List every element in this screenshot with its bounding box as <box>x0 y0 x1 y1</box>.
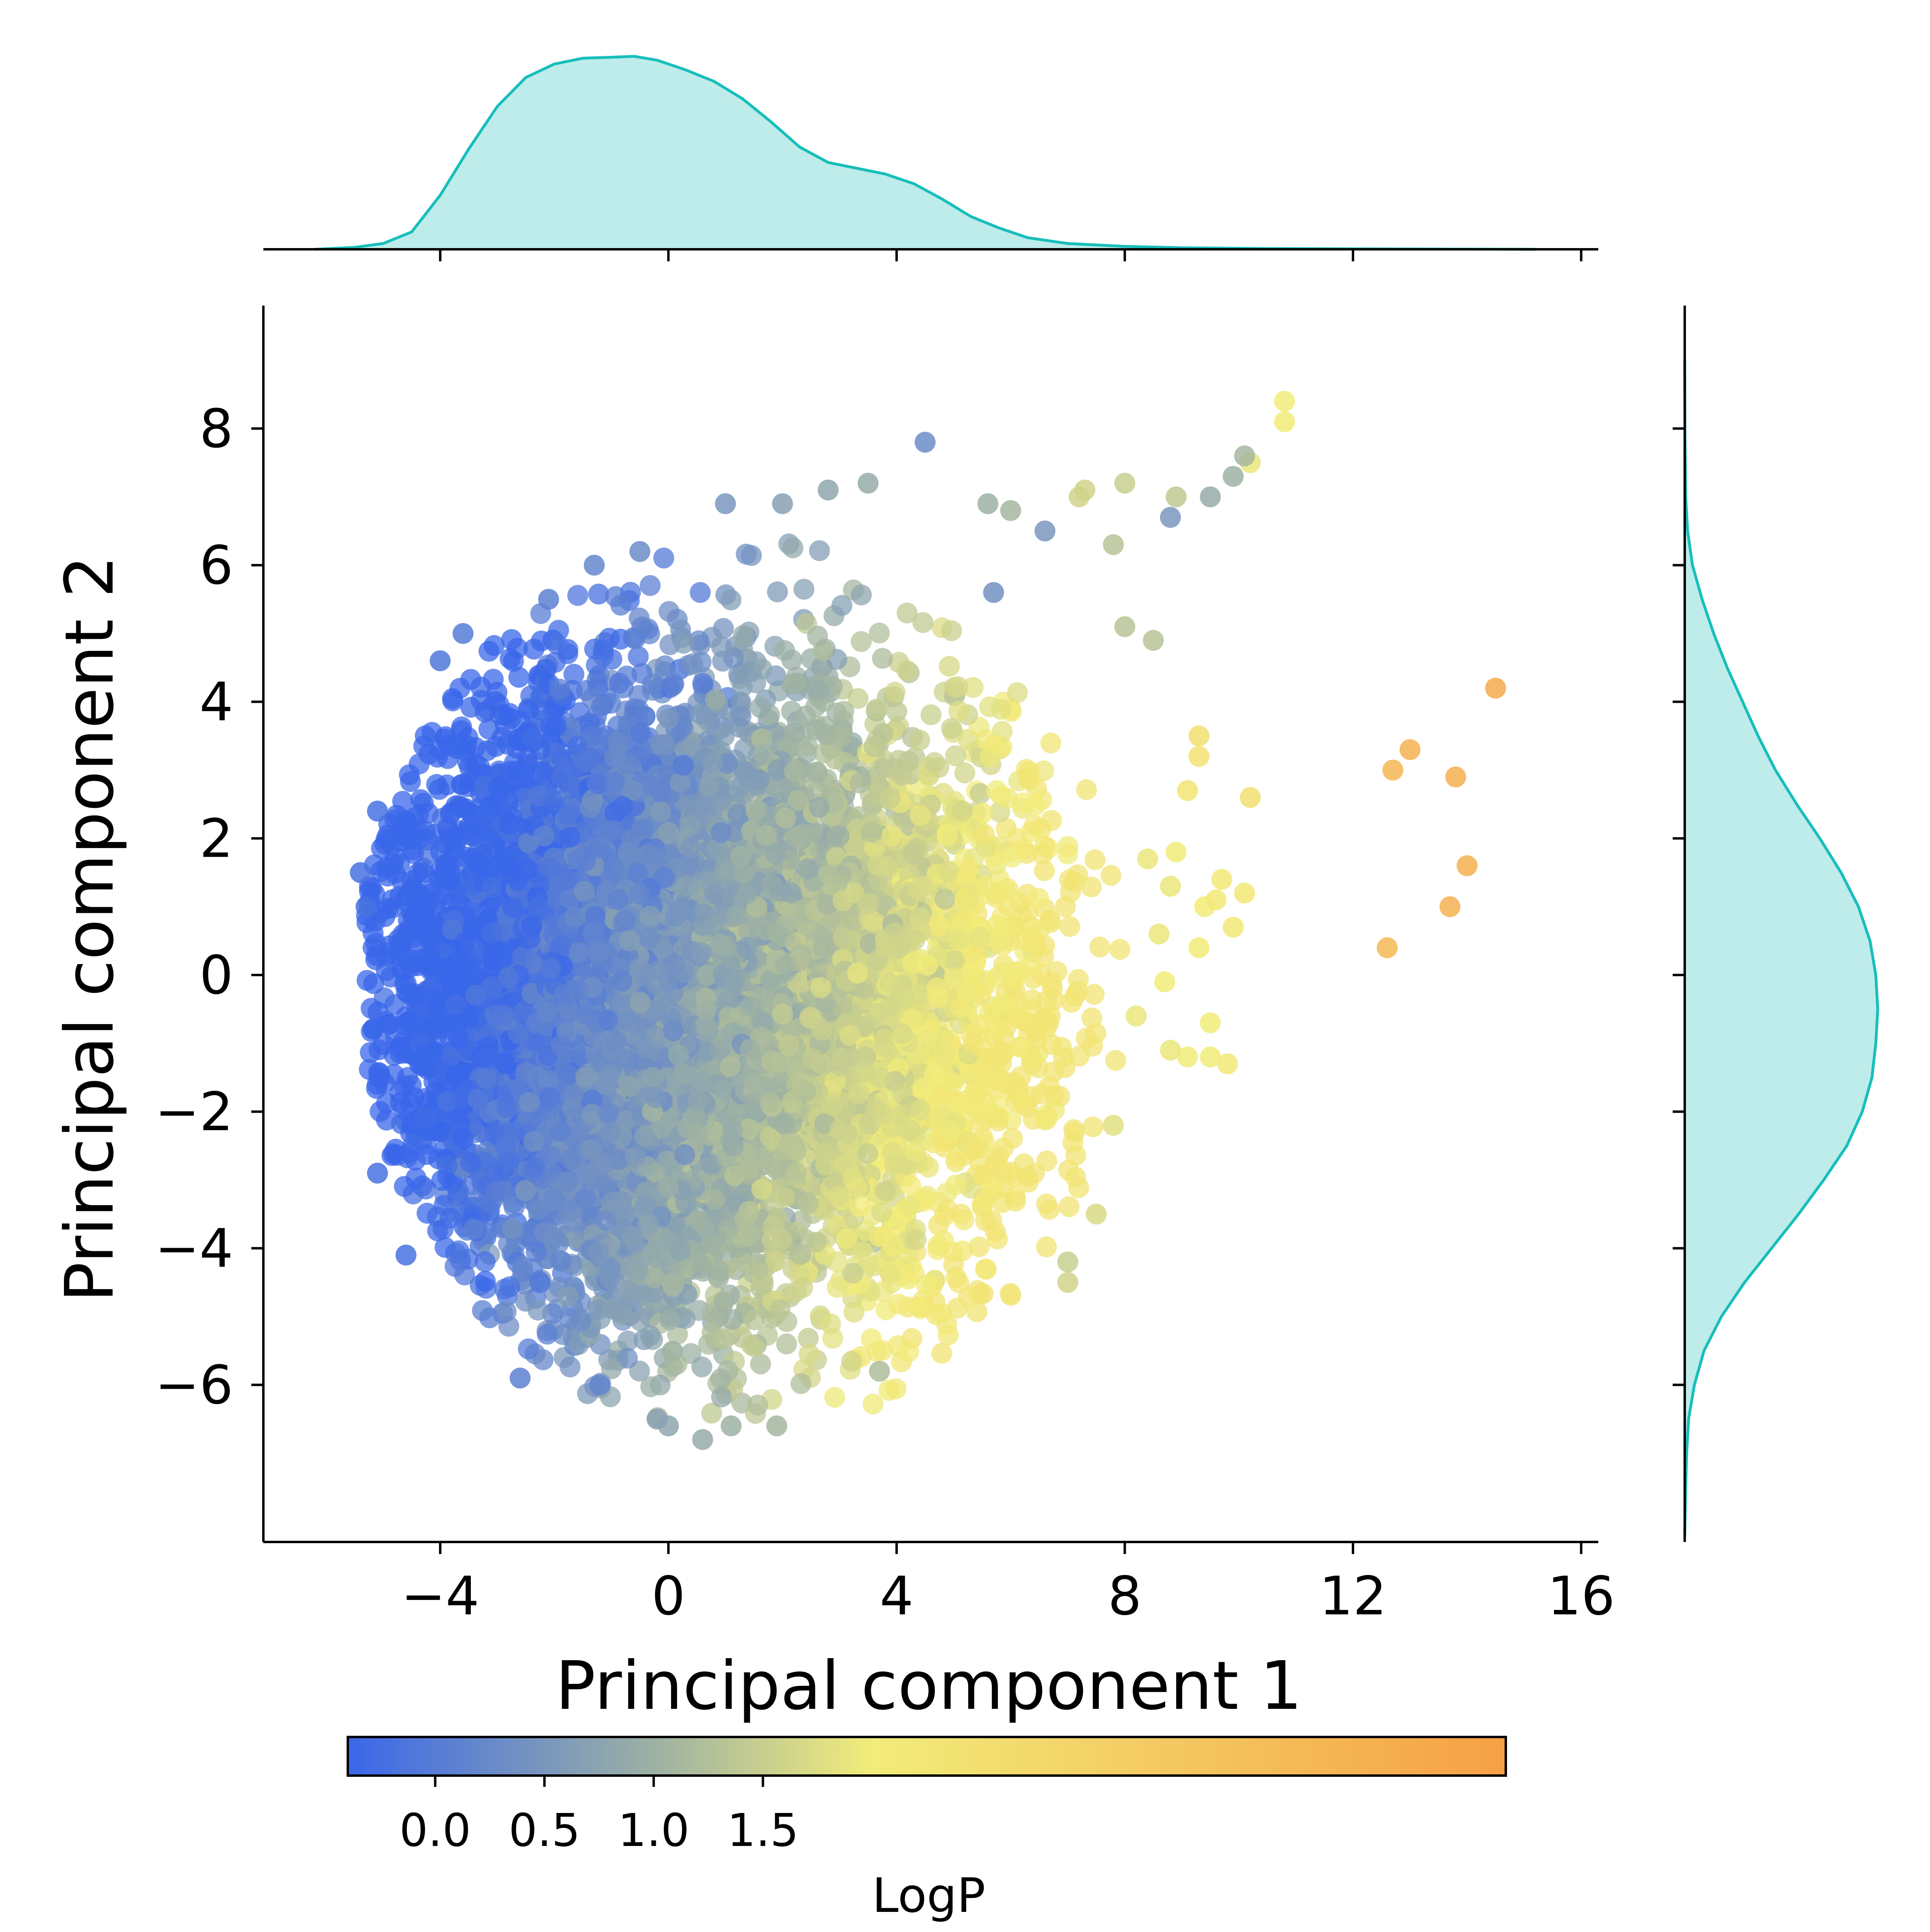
dense-point-cloud <box>356 534 1131 1428</box>
top-marginal-ticks <box>440 249 1581 261</box>
right-kde-fill <box>1685 360 1878 1535</box>
data-point <box>406 1168 427 1189</box>
data-point <box>931 1343 952 1364</box>
data-point <box>690 582 711 603</box>
data-point <box>901 1328 922 1349</box>
data-point <box>967 1301 988 1322</box>
data-point <box>474 1251 495 1272</box>
data-point <box>869 622 890 643</box>
data-point <box>851 631 872 652</box>
data-point <box>641 1376 661 1397</box>
data-point <box>721 589 741 610</box>
data-point <box>939 656 960 677</box>
data-point <box>938 1324 959 1345</box>
data-point <box>1061 992 1082 1013</box>
data-point <box>992 1192 1013 1213</box>
data-point <box>975 1259 996 1279</box>
right-marginal-kde <box>1673 306 1878 1542</box>
data-point <box>1084 984 1105 1005</box>
data-point <box>1068 969 1089 990</box>
data-point <box>793 579 814 600</box>
top-kde-fill <box>315 56 1536 249</box>
top-marginal-kde <box>263 56 1598 261</box>
data-point <box>741 545 762 566</box>
data-point <box>782 538 803 558</box>
right-marginal-ticks <box>1673 429 1685 1385</box>
data-point <box>1024 815 1045 836</box>
data-point <box>499 1276 520 1297</box>
data-point <box>872 648 893 669</box>
data-point <box>659 601 680 622</box>
data-point <box>1109 939 1130 960</box>
data-point <box>921 704 942 725</box>
data-point <box>640 575 661 596</box>
data-point <box>1089 936 1110 957</box>
data-point <box>809 540 830 561</box>
